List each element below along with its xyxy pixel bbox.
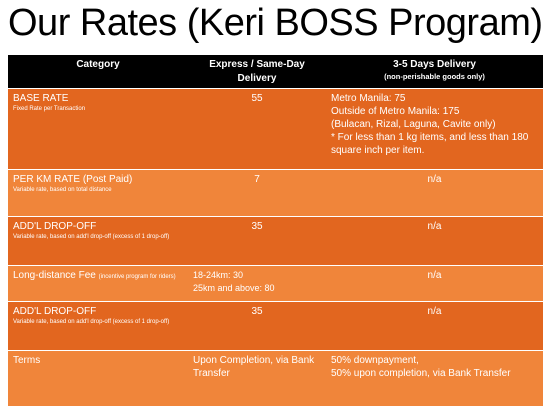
cell-express: 35: [188, 301, 326, 351]
three-five-line: 50% upon completion, via Bank Transfer: [331, 368, 511, 379]
cell-express: Upon Completion, via Bank Transfer: [188, 350, 326, 406]
category-description: Variable rate, based on add'l drop-off (…: [13, 319, 170, 325]
category-name: Long-distance Fee (incentive program for…: [13, 269, 183, 284]
header-category: Category: [8, 55, 188, 89]
express-line: 18-24km: 30: [193, 270, 244, 280]
cell-three-five: n/a: [326, 216, 543, 266]
cell-category: BASE RATE Fixed Rate per Transaction: [8, 88, 188, 170]
cell-three-five: n/a: [326, 169, 543, 217]
table-row-addl-drop-off: ADD'L DROP-OFF Variable rate, based on a…: [8, 216, 543, 266]
header-express: Express / Same-Day Delivery: [188, 55, 326, 89]
header-three-five-note: (non-perishable goods only): [384, 72, 485, 81]
cell-three-five: n/a: [326, 265, 543, 302]
three-five-line: * For less than 1 kg items, and less tha…: [331, 132, 529, 156]
cell-category: ADD'L DROP-OFF Variable rate, based on a…: [8, 301, 188, 351]
page-title: Our Rates (Keri BOSS Program): [8, 2, 543, 44]
cell-three-five: 50% downpayment, 50% upon completion, vi…: [326, 350, 543, 406]
cell-three-five: n/a: [326, 301, 543, 351]
cell-category: ADD'L DROP-OFF Variable rate, based on a…: [8, 216, 188, 266]
three-five-line: Metro Manila: 75: [331, 93, 406, 104]
cell-express: 18-24km: 30 25km and above: 80: [188, 265, 326, 302]
cell-category: Terms: [8, 350, 188, 406]
header-three-five-label: 3-5 Days Delivery: [393, 59, 476, 70]
cell-express: 35: [188, 216, 326, 266]
cell-category: Long-distance Fee (incentive program for…: [8, 265, 188, 302]
table-row-terms: Terms Upon Completion, via Bank Transfer…: [8, 350, 543, 406]
category-description: Variable rate, based on add'l drop-off (…: [13, 234, 170, 240]
category-name: PER KM RATE (Post Paid): [13, 174, 133, 185]
cell-express: 55: [188, 88, 326, 170]
category-note: (incentive program for riders): [98, 274, 176, 280]
cell-three-five: Metro Manila: 75 Outside of Metro Manila…: [326, 88, 543, 170]
express-line: 25km and above: 80: [193, 283, 275, 293]
table-row-per-km: PER KM RATE (Post Paid) Variable rate, b…: [8, 169, 543, 217]
category-description: Fixed Rate per Transaction: [13, 106, 86, 112]
three-five-line: (Bulacan, Rizal, Laguna, Cavite only): [331, 119, 496, 130]
category-name: BASE RATE: [13, 93, 69, 104]
category-name: ADD'L DROP-OFF: [13, 221, 97, 232]
category-name-text: Long-distance Fee: [13, 270, 96, 281]
header-three-five: 3-5 Days Delivery (non-perishable goods …: [326, 55, 543, 89]
cell-category: PER KM RATE (Post Paid) Variable rate, b…: [8, 169, 188, 217]
table-header-row: Category Express / Same-Day Delivery 3-5…: [8, 55, 543, 89]
table-row-addl-drop-off-2: ADD'L DROP-OFF Variable rate, based on a…: [8, 301, 543, 351]
three-five-line: Outside of Metro Manila: 175: [331, 106, 460, 117]
rates-table: Category Express / Same-Day Delivery 3-5…: [8, 55, 543, 406]
table-row-base-rate: BASE RATE Fixed Rate per Transaction 55 …: [8, 88, 543, 170]
category-name: ADD'L DROP-OFF: [13, 306, 97, 317]
cell-express: 7: [188, 169, 326, 217]
category-name: Terms: [13, 355, 41, 366]
category-description: Variable rate, based on total distance: [13, 187, 112, 193]
table-row-long-distance: Long-distance Fee (incentive program for…: [8, 265, 543, 302]
three-five-line: 50% downpayment,: [331, 355, 419, 366]
